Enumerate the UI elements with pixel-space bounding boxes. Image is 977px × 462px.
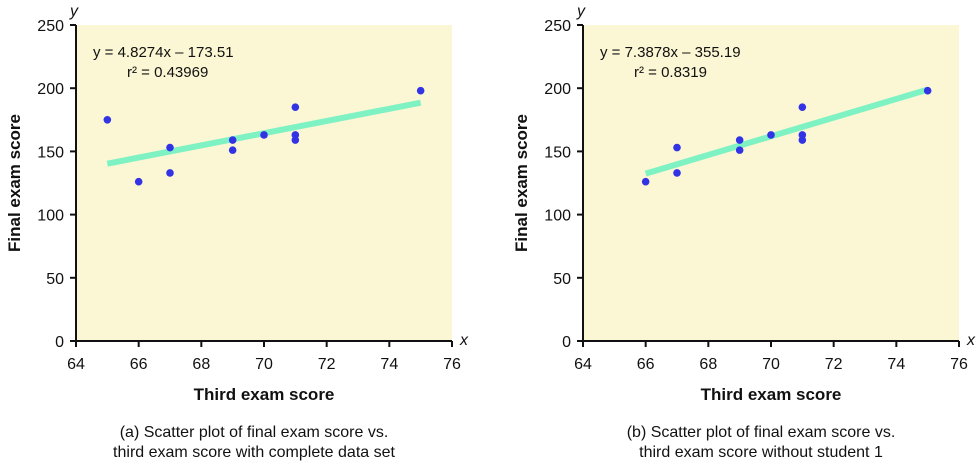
data-point — [641, 177, 650, 186]
data-point — [103, 116, 112, 124]
y-tick-label: 250 — [544, 18, 571, 35]
regression-equation: y = 7.3878x – 355.19 — [600, 44, 741, 61]
regression-equation: y = 4.8274x – 173.51 — [93, 44, 234, 61]
x-tick-label: 74 — [887, 356, 905, 373]
x-tick-label: 70 — [762, 356, 780, 373]
data-point — [134, 177, 143, 186]
y-tick-label: 0 — [55, 334, 64, 351]
y-tick-label: 100 — [37, 208, 64, 225]
y-axis-label: Final exam score — [512, 114, 531, 252]
y-tick-label: 150 — [544, 144, 571, 161]
x-tick-label: 76 — [443, 356, 461, 373]
y-axis-label: Final exam score — [5, 114, 24, 252]
r-squared-label: r² = 0.43969 — [127, 64, 208, 81]
x-tick-label: 66 — [637, 356, 655, 373]
r-squared-label: r² = 0.8319 — [634, 64, 707, 81]
data-point — [923, 86, 932, 95]
data-point — [767, 131, 775, 139]
data-point — [166, 143, 174, 152]
data-point — [260, 131, 268, 139]
x-tick-label: 72 — [318, 356, 336, 373]
x-axis-label: Third exam score — [194, 385, 335, 404]
caption-line-2: third exam score without student 1 — [639, 444, 883, 461]
data-point — [673, 169, 681, 177]
x-tick-label: 64 — [67, 356, 85, 373]
y-tick-label: 50 — [46, 271, 64, 288]
y-axis-symbol: y — [576, 3, 586, 20]
y-tick-label: 250 — [37, 18, 64, 35]
y-tick-label: 150 — [37, 144, 64, 161]
y-tick-label: 200 — [37, 81, 64, 98]
x-tick-label: 70 — [255, 356, 273, 373]
x-tick-label: 74 — [380, 356, 398, 373]
x-tick-label: 76 — [950, 356, 968, 373]
x-tick-label: 68 — [699, 356, 717, 373]
x-tick-label: 64 — [574, 356, 592, 373]
caption-line-2: third exam score with complete data set — [113, 444, 395, 461]
y-tick-label: 200 — [544, 81, 571, 98]
x-tick-label: 66 — [130, 356, 148, 373]
data-point — [228, 146, 237, 154]
x-tick-label: 68 — [192, 356, 210, 373]
x-axis-symbol: x — [459, 332, 469, 349]
data-point — [291, 103, 300, 111]
x-tick-label: 72 — [825, 356, 843, 373]
caption-line-1: (a) Scatter plot of final exam score vs. — [120, 424, 389, 441]
data-point — [798, 103, 807, 111]
scatter-chart-a: 0 50 100 150 200 250 64 66 68 70 72 74 76 y x Third exa… — [5, 3, 469, 461]
y-axis-symbol: y — [69, 3, 79, 20]
x-axis-symbol: x — [966, 332, 976, 349]
y-tick-label: 100 — [544, 208, 571, 225]
data-point — [735, 146, 744, 154]
data-point — [166, 169, 174, 177]
y-tick-label: 50 — [553, 271, 571, 288]
data-point — [673, 143, 681, 152]
caption-line-1: (b) Scatter plot of final exam score vs. — [627, 424, 896, 441]
data-point — [291, 131, 300, 139]
data-point — [798, 131, 807, 139]
scatter-chart-b: 0 50 100 150 200 250 64 66 68 70 72 74 76 y x Third exa… — [512, 3, 976, 461]
y-tick-label: 0 — [562, 334, 571, 351]
data-point — [735, 136, 744, 144]
regression-line — [644, 86, 929, 177]
data-point — [416, 86, 425, 95]
x-axis-label: Third exam score — [701, 385, 842, 404]
data-point — [228, 136, 237, 144]
